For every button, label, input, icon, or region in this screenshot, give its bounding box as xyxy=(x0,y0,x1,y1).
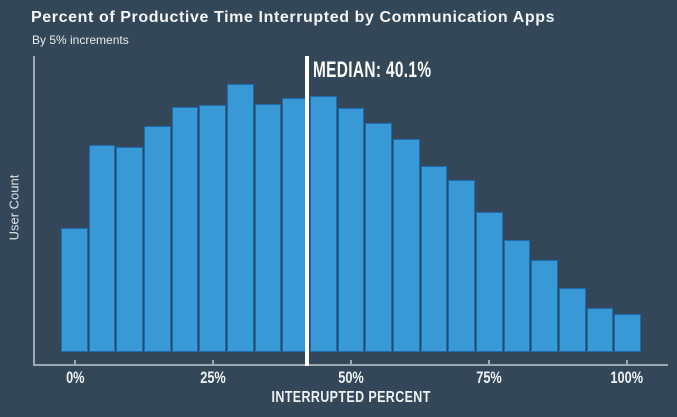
x-axis-label: INTERRUPTED PERCENT xyxy=(271,389,431,406)
histogram-bar xyxy=(614,314,642,352)
x-tick-label: 0% xyxy=(65,368,85,387)
histogram-bars xyxy=(61,52,642,352)
histogram-bar xyxy=(171,107,199,352)
x-tick-mark xyxy=(211,360,214,364)
chart-title: Percent of Productive Time Interrupted b… xyxy=(31,9,556,26)
histogram-bar xyxy=(61,228,88,352)
histogram-bar xyxy=(116,147,144,352)
histogram-bar xyxy=(310,96,337,352)
histogram-bar xyxy=(393,139,420,352)
histogram-bar xyxy=(144,126,171,352)
histogram-bar xyxy=(88,145,116,352)
y-axis-line xyxy=(33,56,35,366)
median-line xyxy=(305,56,309,366)
histogram-bar xyxy=(586,308,614,352)
x-axis-line xyxy=(33,364,668,366)
histogram-bar xyxy=(337,108,365,352)
histogram-bar xyxy=(420,166,448,352)
histogram-bar xyxy=(282,98,310,352)
histogram-bar xyxy=(227,84,254,352)
x-tick-label: 100% xyxy=(610,368,644,387)
histogram-bar xyxy=(448,180,476,352)
x-tick-label: 75% xyxy=(476,368,502,387)
x-tick-mark xyxy=(488,360,491,364)
histogram-bar xyxy=(559,288,586,352)
x-tick-label: 50% xyxy=(338,368,364,387)
y-axis-label: User Count xyxy=(6,174,22,241)
x-tick-mark xyxy=(626,360,629,364)
x-tick-mark xyxy=(73,360,76,364)
histogram-bar xyxy=(365,123,393,352)
histogram-bar xyxy=(503,240,531,352)
x-tick-label: 25% xyxy=(200,368,226,387)
histogram-bar xyxy=(254,104,282,352)
x-tick-mark xyxy=(350,360,352,364)
histogram-bar xyxy=(531,260,559,352)
histogram-bar xyxy=(199,105,227,352)
median-label: MEDIAN: 40.1% xyxy=(313,57,432,82)
chart-subtitle: By 5% increments xyxy=(32,33,129,47)
histogram-bar xyxy=(476,212,503,352)
